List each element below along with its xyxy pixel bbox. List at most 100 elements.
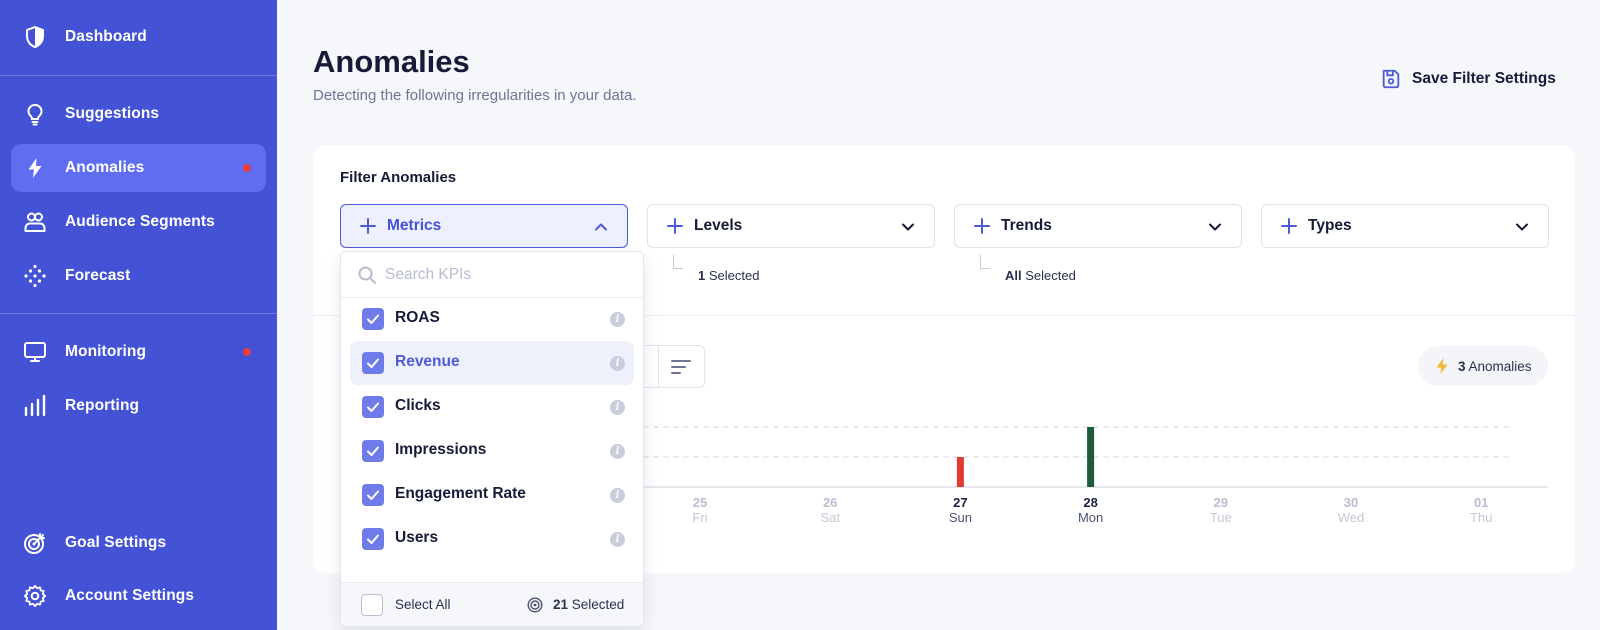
timeline-day-number: 29 bbox=[1214, 495, 1228, 510]
kpi-option-label: Users bbox=[395, 529, 439, 546]
select-all-checkbox[interactable] bbox=[361, 594, 383, 616]
trends-selected-suffix: Selected bbox=[1021, 268, 1076, 283]
levels-dropdown[interactable]: Levels bbox=[647, 204, 935, 248]
sidebar-item-goal-settings[interactable]: Goal Settings bbox=[11, 519, 266, 567]
timeline-day-number: 30 bbox=[1344, 495, 1358, 510]
target-icon bbox=[527, 597, 543, 613]
sort-lines-icon[interactable] bbox=[670, 357, 692, 377]
save-filter-settings-label: Save Filter Settings bbox=[1412, 70, 1556, 87]
page-title: Anomalies bbox=[313, 44, 470, 79]
sidebar-item-monitoring[interactable]: Monitoring bbox=[11, 328, 266, 376]
kpi-option-roas[interactable]: ROAS i bbox=[350, 297, 634, 341]
sidebar-item-anomalies[interactable]: Anomalies bbox=[11, 144, 266, 192]
levels-selected-suffix: Selected bbox=[705, 268, 760, 283]
kpi-option-revenue[interactable]: Revenue i bbox=[350, 341, 634, 385]
checkbox-checked[interactable] bbox=[362, 352, 384, 374]
kpi-option-label: Impressions bbox=[395, 441, 487, 458]
kpi-option-clicks[interactable]: Clicks i bbox=[350, 385, 634, 429]
sidebar-item-label: Account Settings bbox=[65, 587, 195, 604]
kpi-option-impressions[interactable]: Impressions i bbox=[350, 429, 634, 473]
checkbox-checked[interactable] bbox=[362, 308, 384, 330]
info-icon[interactable]: i bbox=[610, 312, 625, 327]
search-icon bbox=[358, 266, 376, 284]
trends-dropdown[interactable]: Trends bbox=[954, 204, 1242, 248]
anomaly-marker bbox=[1087, 427, 1095, 487]
info-icon[interactable]: i bbox=[610, 400, 625, 415]
save-icon bbox=[1382, 69, 1400, 89]
plus-icon bbox=[974, 218, 990, 234]
timeline-day-name: Wed bbox=[1338, 510, 1365, 525]
filter-title: Filter Anomalies bbox=[340, 169, 457, 186]
sidebar-item-audience-segments[interactable]: Audience Segments bbox=[11, 198, 266, 246]
check-icon bbox=[367, 534, 379, 544]
kpi-option-users[interactable]: Users i bbox=[350, 517, 634, 561]
checkbox-checked[interactable] bbox=[362, 440, 384, 462]
check-icon bbox=[367, 358, 379, 368]
kpi-search-input[interactable] bbox=[385, 262, 625, 288]
levels-selection-connector bbox=[673, 255, 683, 269]
sidebar-item-dashboard[interactable]: Dashboard bbox=[11, 13, 266, 61]
plus-icon bbox=[1281, 218, 1297, 234]
metrics-selected-suffix: Selected bbox=[568, 597, 625, 612]
sidebar-item-reporting[interactable]: Reporting bbox=[11, 382, 266, 430]
timeline-day-name: Mon bbox=[1078, 510, 1103, 525]
info-icon[interactable]: i bbox=[610, 488, 625, 503]
timeline-day-name: Sat bbox=[820, 510, 840, 525]
check-icon bbox=[367, 314, 379, 324]
dots-grid-icon bbox=[23, 264, 47, 288]
page-subtitle: Detecting the following irregularities i… bbox=[313, 87, 637, 104]
info-icon[interactable]: i bbox=[610, 356, 625, 371]
trends-dropdown-label: Trends bbox=[1001, 217, 1052, 234]
sidebar-item-label: Reporting bbox=[65, 397, 140, 414]
timeline-day-number: 25 bbox=[693, 495, 707, 510]
sidebar-item-label: Dashboard bbox=[65, 28, 147, 45]
alert-dot bbox=[243, 164, 251, 172]
kpi-search-row bbox=[341, 252, 643, 298]
check-icon bbox=[367, 402, 379, 412]
sidebar-item-label: Suggestions bbox=[65, 105, 160, 122]
timeline-day-name: Fri bbox=[692, 510, 707, 525]
sidebar-item-label: Anomalies bbox=[65, 159, 145, 176]
chevron-up-icon bbox=[595, 223, 607, 231]
bolt-icon bbox=[1436, 358, 1448, 374]
timeline-day-number: 26 bbox=[823, 495, 837, 510]
checkbox-checked[interactable] bbox=[362, 396, 384, 418]
sidebar: Dashboard Suggestions Anomalies Audience… bbox=[0, 0, 277, 630]
anomaly-marker bbox=[956, 457, 964, 487]
sidebar-item-forecast[interactable]: Forecast bbox=[11, 252, 266, 300]
info-icon[interactable]: i bbox=[610, 444, 625, 459]
gear-icon bbox=[23, 584, 47, 608]
sidebar-item-label: Monitoring bbox=[65, 343, 147, 360]
anomalies-count: 3 bbox=[1458, 358, 1466, 374]
sidebar-item-suggestions[interactable]: Suggestions bbox=[11, 90, 266, 138]
kpi-option-engagement-rate[interactable]: Engagement Rate i bbox=[350, 473, 634, 517]
check-icon bbox=[367, 446, 379, 456]
kpi-option-label: ROAS bbox=[395, 309, 440, 326]
sidebar-item-account-settings[interactable]: Account Settings bbox=[11, 572, 266, 620]
metrics-dropdown[interactable]: Metrics bbox=[340, 204, 628, 248]
info-icon[interactable]: i bbox=[610, 532, 625, 547]
timeline-day-name: Tue bbox=[1210, 510, 1232, 525]
trends-selection-summary: All Selected bbox=[1005, 268, 1076, 283]
levels-dropdown-label: Levels bbox=[694, 217, 743, 234]
users-icon bbox=[23, 210, 47, 234]
sidebar-divider bbox=[0, 313, 277, 314]
bolt-icon bbox=[23, 156, 47, 180]
target-icon bbox=[23, 531, 47, 555]
select-all-label[interactable]: Select All bbox=[395, 597, 451, 612]
sidebar-divider bbox=[0, 75, 277, 76]
trends-selection-connector bbox=[980, 255, 990, 269]
metrics-dropdown-label: Metrics bbox=[387, 217, 442, 234]
card-divider bbox=[313, 315, 1575, 316]
save-filter-settings-button[interactable]: Save Filter Settings bbox=[1380, 64, 1556, 94]
kpi-option-label: Revenue bbox=[395, 353, 460, 370]
sidebar-item-label: Forecast bbox=[65, 267, 131, 284]
monitor-icon bbox=[23, 340, 47, 364]
checkbox-checked[interactable] bbox=[362, 484, 384, 506]
types-dropdown[interactable]: Types bbox=[1261, 204, 1549, 248]
toolbar-separator bbox=[658, 346, 659, 387]
kpi-option-label: Engagement Rate bbox=[395, 485, 526, 502]
levels-selection-summary: 1 Selected bbox=[698, 268, 759, 283]
checkbox-checked[interactable] bbox=[362, 528, 384, 550]
